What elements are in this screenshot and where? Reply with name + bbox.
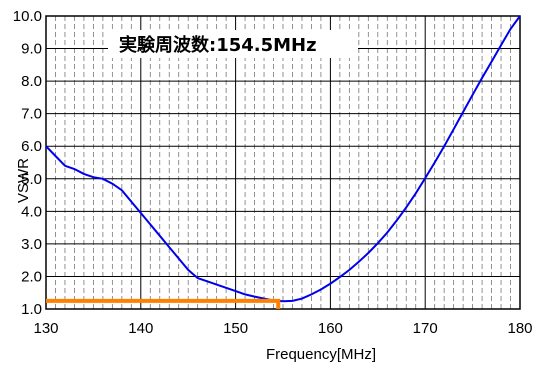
y-axis-tick-labels: 1.0 2.0 3.0 4.0 5.0 6.0 7.0 8.0 9.0 10.0 (13, 8, 42, 318)
y-tick-label: 10.0 (13, 8, 42, 25)
y-tick-label: 1.0 (21, 301, 42, 318)
marker-line (46, 298, 281, 309)
vswr-curve (45, 15, 521, 303)
y-tick-label: 7.0 (21, 106, 42, 123)
x-tick-label: 160 (318, 320, 343, 337)
x-axis-tick-labels: 130 140 150 160 170 180 (33, 320, 532, 337)
annotation-background (108, 30, 358, 58)
y-tick-label: 6.0 (21, 138, 42, 155)
x-tick-label: 180 (507, 320, 532, 337)
y-tick-label: 3.0 (21, 236, 42, 253)
x-axis-title: Frequency[MHz] (266, 346, 376, 363)
x-tick-label: 150 (223, 320, 248, 337)
y-tick-label: 8.0 (21, 73, 42, 90)
y-tick-label: 2.0 (21, 268, 42, 285)
annotation-label: 実験周波数:154.5MHz (119, 34, 317, 56)
plot-area-frame (45, 15, 521, 310)
y-tick-label: 4.0 (21, 203, 42, 220)
y-axis-title: VSWR (15, 158, 32, 203)
x-tick-label: 140 (128, 320, 153, 337)
grid (46, 16, 520, 309)
y-tick-label: 5.0 (21, 171, 42, 188)
x-tick-label: 170 (413, 320, 438, 337)
x-tick-label: 130 (33, 320, 58, 337)
y-tick-label: 9.0 (21, 41, 42, 58)
